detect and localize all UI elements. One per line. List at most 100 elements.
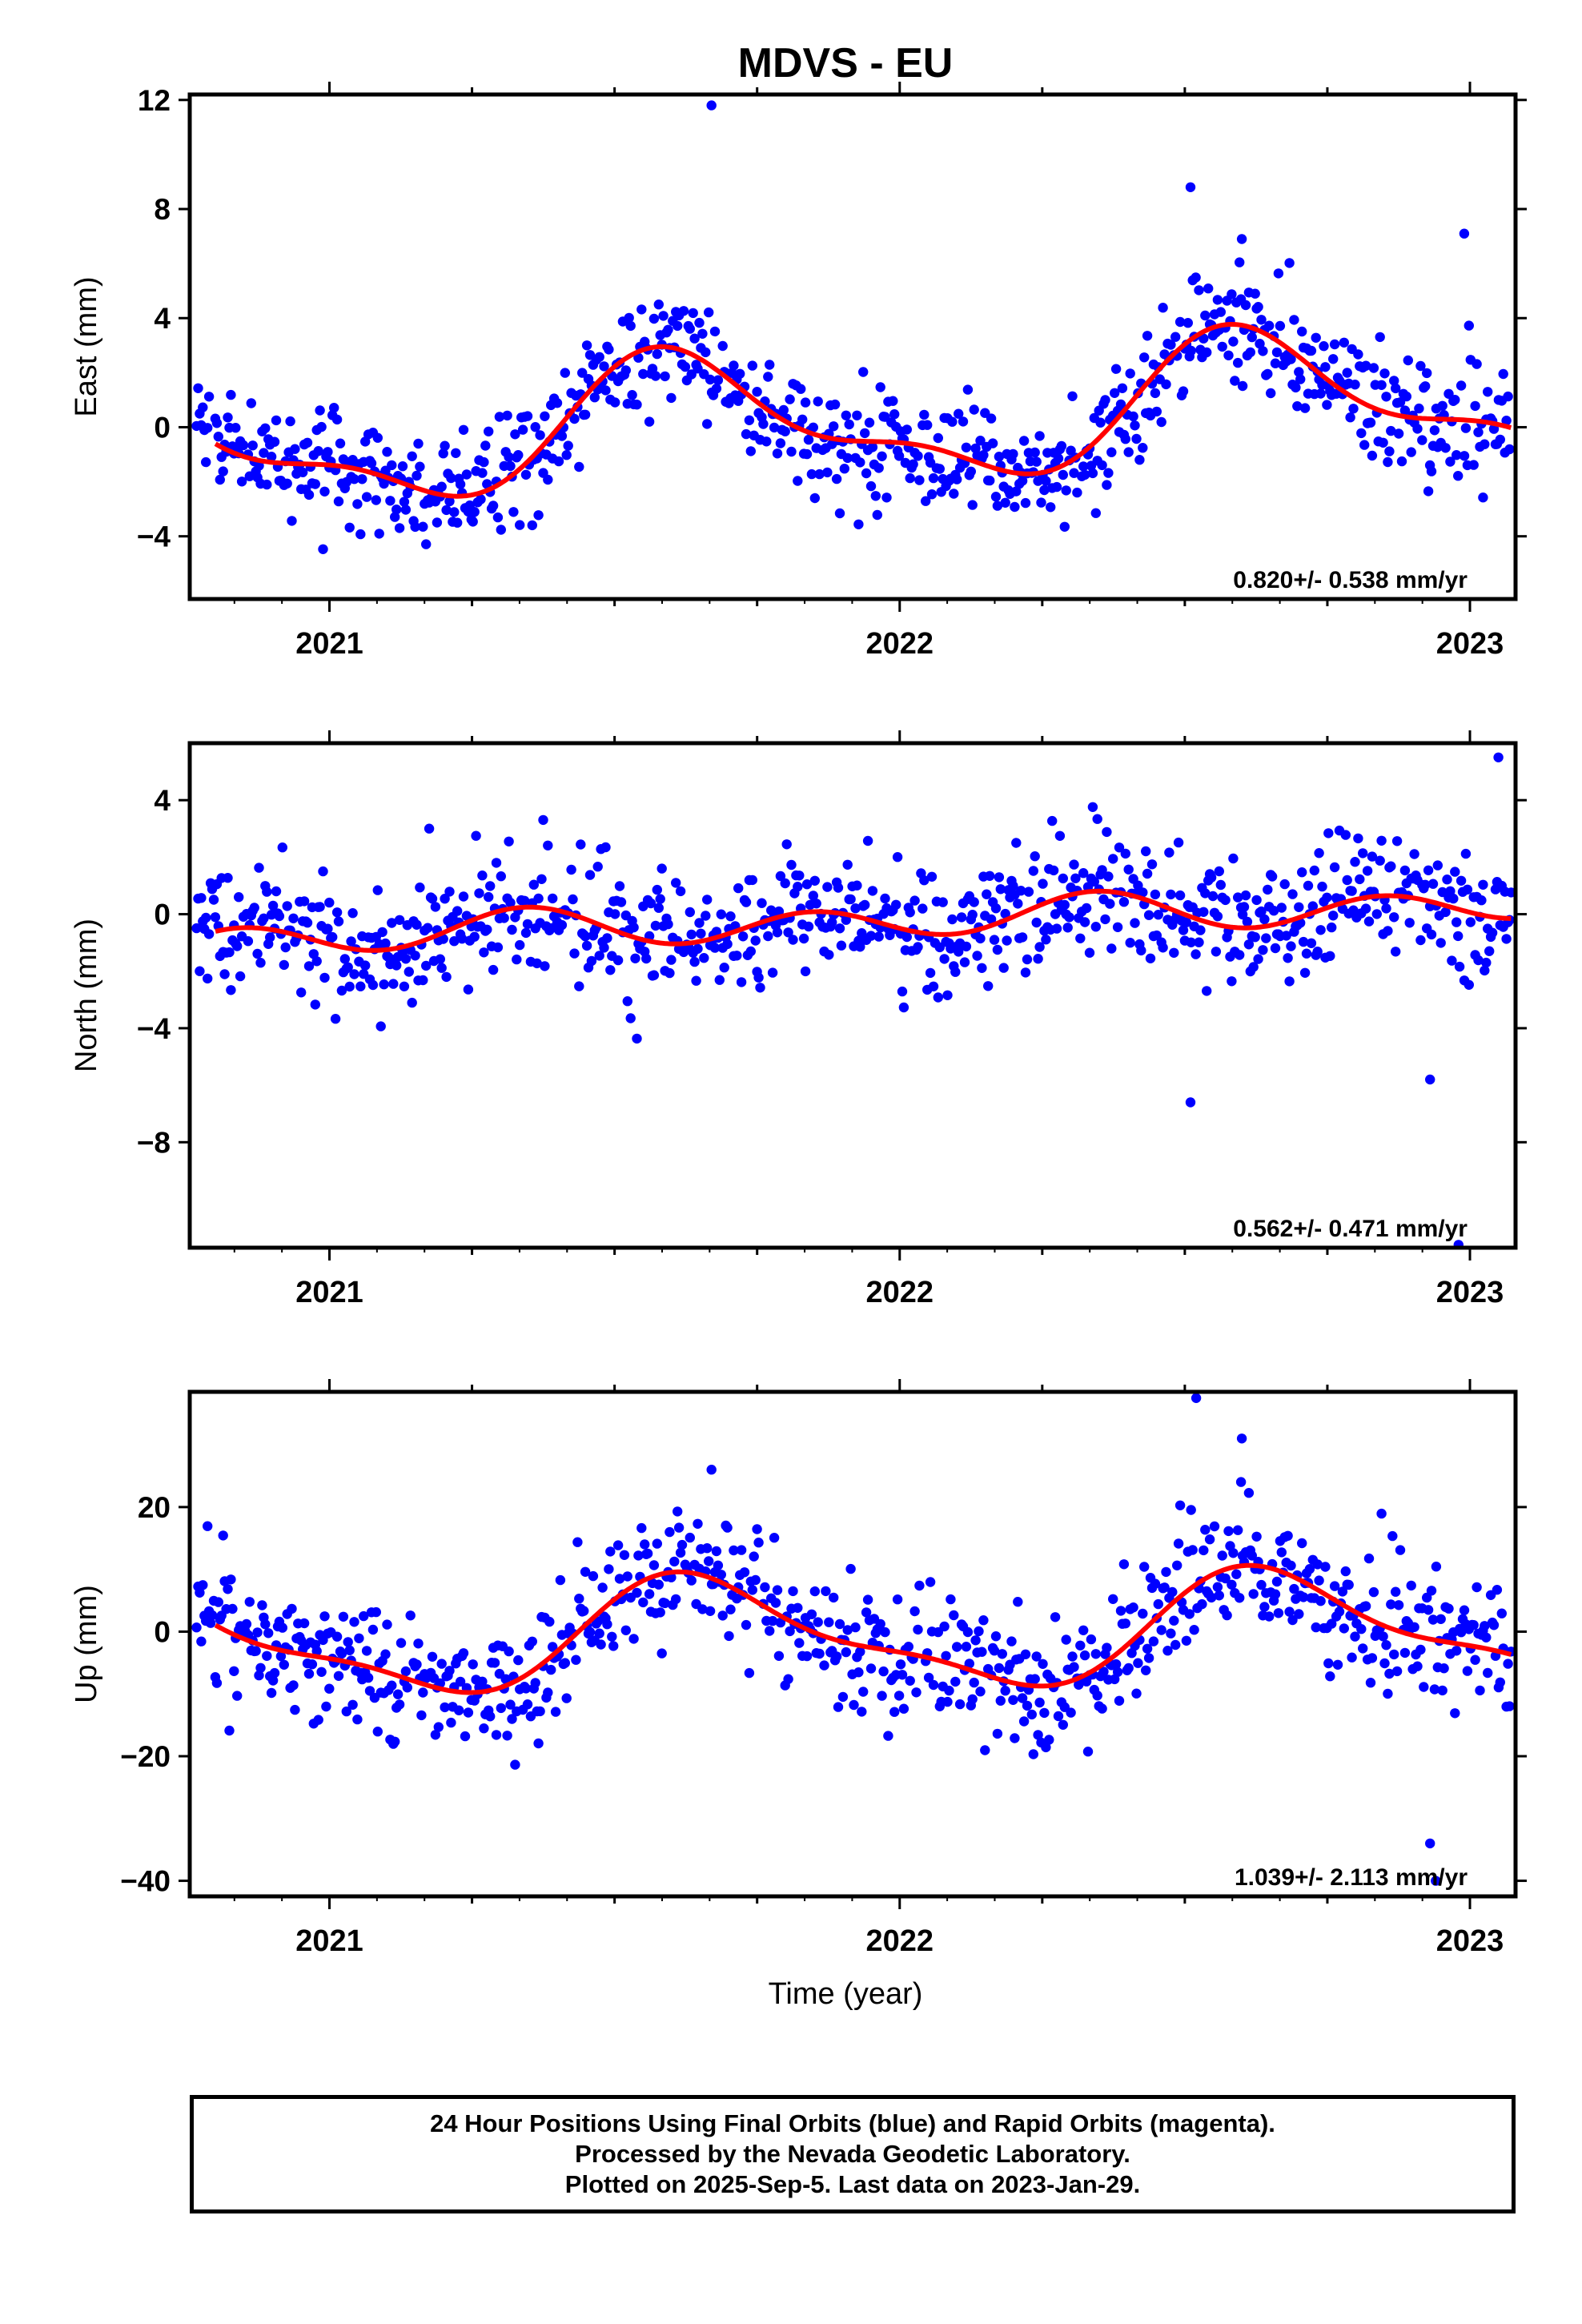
data-point (1304, 1564, 1315, 1574)
data-point (614, 881, 625, 891)
data-point (1131, 1688, 1142, 1699)
data-point (377, 927, 387, 938)
data-point (266, 1687, 277, 1699)
data-point (1039, 1707, 1050, 1719)
data-point (1138, 443, 1148, 453)
data-point (1102, 826, 1112, 838)
data-point (1450, 866, 1460, 877)
data-point (627, 390, 637, 400)
data-point (803, 921, 814, 932)
data-point (555, 1574, 566, 1586)
data-point (1020, 1649, 1031, 1659)
data-point (592, 862, 603, 872)
data-point (1363, 1553, 1375, 1564)
data-point (1276, 903, 1287, 913)
data-point (440, 440, 450, 451)
data-point (1166, 1628, 1176, 1638)
data-point (1287, 1614, 1298, 1626)
data-point (433, 1722, 444, 1732)
data-point (711, 1546, 722, 1557)
data-point (933, 432, 944, 444)
data-point (1013, 1597, 1023, 1607)
data-point (1342, 875, 1352, 886)
data-point (736, 1545, 747, 1555)
data-point (446, 472, 456, 484)
data-point (569, 948, 580, 959)
data-point (666, 392, 677, 404)
data-point (1195, 925, 1206, 935)
data-point (1406, 447, 1416, 457)
data-point (1294, 1609, 1304, 1619)
data-point (1082, 1747, 1094, 1757)
data-point (1184, 1609, 1195, 1619)
data-point (436, 963, 447, 973)
data-point (873, 931, 884, 942)
data-point (530, 1678, 540, 1688)
data-point (527, 520, 537, 531)
data-point (919, 875, 930, 886)
data-point (367, 979, 379, 991)
data-point (1061, 1634, 1071, 1645)
data-point (839, 464, 850, 474)
data-point (440, 894, 450, 904)
data-point (865, 1663, 877, 1674)
data-point (1166, 340, 1176, 350)
data-point (1488, 1620, 1500, 1630)
data-point (211, 418, 223, 428)
data-point (1105, 899, 1115, 909)
data-point (709, 326, 721, 337)
data-point (942, 1696, 953, 1707)
data-point (800, 397, 811, 408)
data-point (1395, 1545, 1406, 1555)
data-point (372, 885, 383, 895)
data-point (1211, 947, 1222, 957)
data-point (223, 873, 233, 883)
data-point (1409, 849, 1419, 859)
data-point (1440, 907, 1451, 918)
data-point (858, 1687, 869, 1697)
data-point (1478, 879, 1488, 891)
data-point (307, 1659, 318, 1670)
data-point (451, 448, 461, 458)
data-point (474, 888, 484, 899)
data-point-outlier (1493, 752, 1504, 762)
data-point (269, 436, 280, 447)
data-point (421, 960, 432, 971)
data-point (1148, 1636, 1159, 1647)
data-point (808, 891, 818, 901)
data-point (229, 1666, 239, 1676)
data-point (1261, 933, 1271, 943)
data-point (1429, 425, 1440, 436)
data-point (673, 1506, 683, 1517)
data-point (1041, 1742, 1051, 1753)
data-point (299, 1618, 310, 1629)
data-point (747, 1585, 757, 1595)
data-point (814, 468, 825, 480)
data-point (1243, 939, 1255, 950)
data-point (689, 333, 700, 344)
data-point (1409, 1622, 1419, 1633)
data-point (1391, 1666, 1403, 1677)
data-point (1258, 945, 1268, 955)
data-point (704, 307, 714, 318)
data-point (1415, 360, 1426, 372)
data-point (632, 400, 642, 410)
data-point (219, 969, 230, 979)
data-point (1393, 1600, 1404, 1610)
data-point (612, 1540, 624, 1550)
data-point (909, 1606, 920, 1617)
data-point (355, 981, 366, 991)
data-point (1452, 917, 1462, 927)
data-point (344, 522, 355, 533)
data-point (926, 871, 938, 883)
data-point (359, 1610, 369, 1622)
data-point (1291, 382, 1301, 393)
data-point (1178, 925, 1189, 935)
data-point (1016, 886, 1026, 896)
data-point (315, 405, 325, 416)
data-point (961, 1642, 972, 1652)
data-point (978, 450, 989, 460)
data-point (1235, 1477, 1247, 1487)
data-point (982, 889, 992, 899)
data-point (741, 428, 752, 440)
